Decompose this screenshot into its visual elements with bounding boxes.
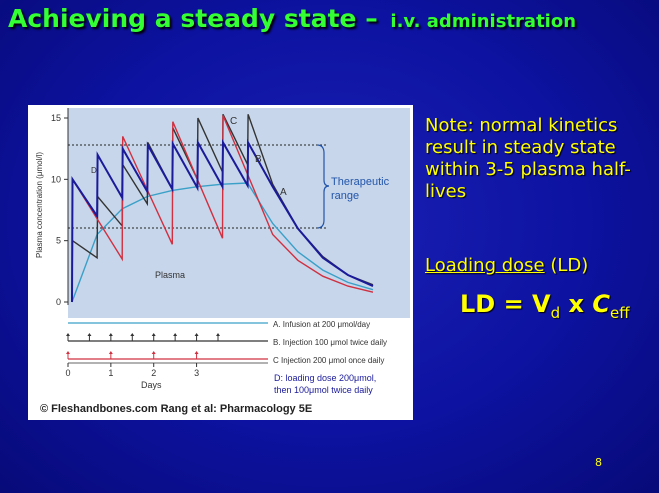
legend-B: B. Injection 100 μmol twice daily xyxy=(273,338,387,347)
title-main: Achieving a steady state – xyxy=(8,4,387,33)
label-D: D xyxy=(91,166,97,175)
series-group xyxy=(71,113,374,303)
dosing-rows xyxy=(66,322,268,364)
loading-dose-rest: (LD) xyxy=(544,255,589,276)
y-tick-label: 10 xyxy=(51,174,61,184)
label-B: B xyxy=(255,154,262,165)
title-sub: i.v. administration xyxy=(390,11,577,32)
y-tick-label: 0 xyxy=(56,297,61,307)
plot-area xyxy=(68,108,410,318)
figure-panel: Plasma concentration (μmol/l) 0 5 10 15 The… xyxy=(28,105,413,420)
dose-arrowhead xyxy=(173,333,178,336)
formula-c: C xyxy=(592,290,610,318)
dose-arrowhead xyxy=(66,351,70,354)
dose-arrowhead xyxy=(108,351,113,354)
therapeutic-label-2: range xyxy=(331,190,359,202)
dose-arrowhead xyxy=(216,333,220,336)
loading-dose-heading: Loading dose (LD) xyxy=(425,255,588,276)
formula-mid: x xyxy=(560,290,593,318)
x-tick-label: 1 xyxy=(108,368,113,378)
kinetics-note: Note: normal kinetics result in steady s… xyxy=(425,115,631,202)
label-C: C xyxy=(230,116,237,127)
y-axis-label: Plasma concentration (μmol/l) xyxy=(35,152,44,258)
page-number: 8 xyxy=(595,456,602,469)
x-ticks: 0 1 2 3 xyxy=(65,363,199,378)
d-note-line-2: then 100μmol twice daily xyxy=(274,385,373,395)
dose-arrowhead xyxy=(151,351,156,354)
dose-arrowhead xyxy=(194,333,199,336)
formula-lhs: LD = V xyxy=(460,290,551,318)
y-tick-label: 15 xyxy=(51,113,61,123)
label-A: A xyxy=(280,187,287,198)
x-tick-label: 3 xyxy=(194,368,199,378)
legend-C: C Injection 200 μmol once daily xyxy=(273,356,384,365)
therapeutic-label-1: Therapeutic xyxy=(331,176,390,188)
figure-credit: © Fleshandbones.com Rang et al: Pharmaco… xyxy=(40,403,312,415)
dose-arrowhead xyxy=(108,333,113,336)
dose-arrowhead xyxy=(151,333,156,336)
formula-vsub: d xyxy=(550,303,561,322)
therapeutic-bracket xyxy=(316,144,330,229)
x-axis-label: Days xyxy=(141,380,162,390)
formula-csub: eff xyxy=(609,303,630,322)
dose-arrowhead xyxy=(66,333,70,336)
dose-arrowhead xyxy=(130,333,135,336)
dose-arrowhead xyxy=(194,351,199,354)
legend-A: A. Infusion at 200 μmol/day xyxy=(273,320,370,329)
plasma-label: Plasma xyxy=(155,270,185,280)
loading-dose-underlined: Loading dose xyxy=(425,255,545,276)
d-note-line-1: D: loading dose 200μmol, xyxy=(274,373,376,383)
series-line-D xyxy=(71,138,374,303)
x-tick-label: 0 xyxy=(65,368,70,378)
x-tick-label: 2 xyxy=(151,368,156,378)
loading-dose-formula: LD = Vd x Ceff xyxy=(460,290,630,322)
y-ticks: 0 5 10 15 xyxy=(51,113,68,307)
y-tick-label: 5 xyxy=(56,236,61,246)
series-line-C xyxy=(71,115,374,303)
dose-arrowhead xyxy=(87,333,92,336)
slide-title: Achieving a steady state – i.v. administ… xyxy=(8,4,576,33)
